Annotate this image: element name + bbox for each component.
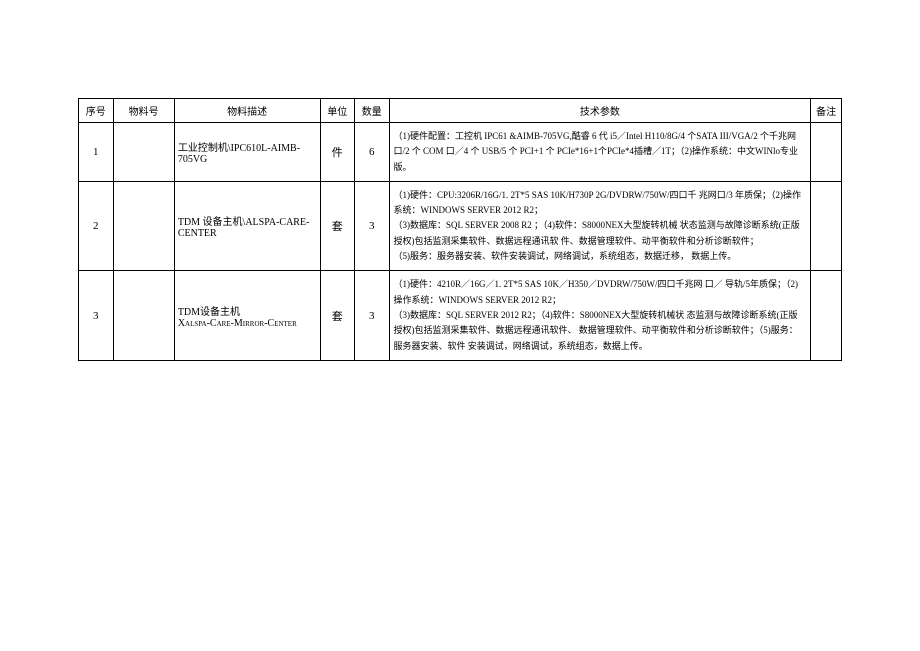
material-table: 序号 物料号 物料描述 单位 数量 技术参数 备注 1 工业控制机\IPC610… (78, 98, 842, 361)
cell-matno (113, 271, 174, 360)
cell-seq: 1 (79, 123, 114, 182)
cell-matno (113, 123, 174, 182)
cell-unit: 件 (320, 123, 355, 182)
cell-remark (811, 181, 842, 270)
table-row: 2 TDM 设备主机\ALSPA-CARE-CENTER 套 3 （1)硬件：C… (79, 181, 842, 270)
cell-spec: （1)硬件：4210R／16G／1. 2T*5 SAS 10K／H350／DVD… (389, 271, 811, 360)
cell-desc: 工业控制机\IPC610L-AIMB-705VG (174, 123, 320, 182)
header-spec: 技术参数 (389, 99, 811, 123)
cell-seq: 3 (79, 271, 114, 360)
table-header-row: 序号 物料号 物料描述 单位 数量 技术参数 备注 (79, 99, 842, 123)
header-desc: 物料描述 (174, 99, 320, 123)
desc-line1: TDM设备主机 (178, 307, 240, 318)
table-row: 1 工业控制机\IPC610L-AIMB-705VG 件 6 （1)硬件配置：工… (79, 123, 842, 182)
cell-seq: 2 (79, 181, 114, 270)
cell-qty: 3 (355, 271, 390, 360)
header-matno: 物料号 (113, 99, 174, 123)
cell-matno (113, 181, 174, 270)
cell-qty: 6 (355, 123, 390, 182)
cell-unit: 套 (320, 271, 355, 360)
cell-desc: TDM 设备主机\ALSPA-CARE-CENTER (174, 181, 320, 270)
header-remark: 备注 (811, 99, 842, 123)
cell-qty: 3 (355, 181, 390, 270)
desc-line2: Xalspa-Care-Mirror-Center (178, 318, 297, 329)
cell-spec: （1)硬件配置：工控机 IPC61 &AIMB-705VG,酷睿 6 代 i5／… (389, 123, 811, 182)
header-qty: 数量 (355, 99, 390, 123)
cell-spec: （1)硬件：CPU:3206R/16G/1. 2T*5 SAS 10K/H730… (389, 181, 811, 270)
cell-unit: 套 (320, 181, 355, 270)
table-row: 3 TDM设备主机 Xalspa-Care-Mirror-Center 套 3 … (79, 271, 842, 360)
header-unit: 单位 (320, 99, 355, 123)
cell-desc: TDM设备主机 Xalspa-Care-Mirror-Center (174, 271, 320, 360)
cell-remark (811, 271, 842, 360)
header-seq: 序号 (79, 99, 114, 123)
cell-remark (811, 123, 842, 182)
